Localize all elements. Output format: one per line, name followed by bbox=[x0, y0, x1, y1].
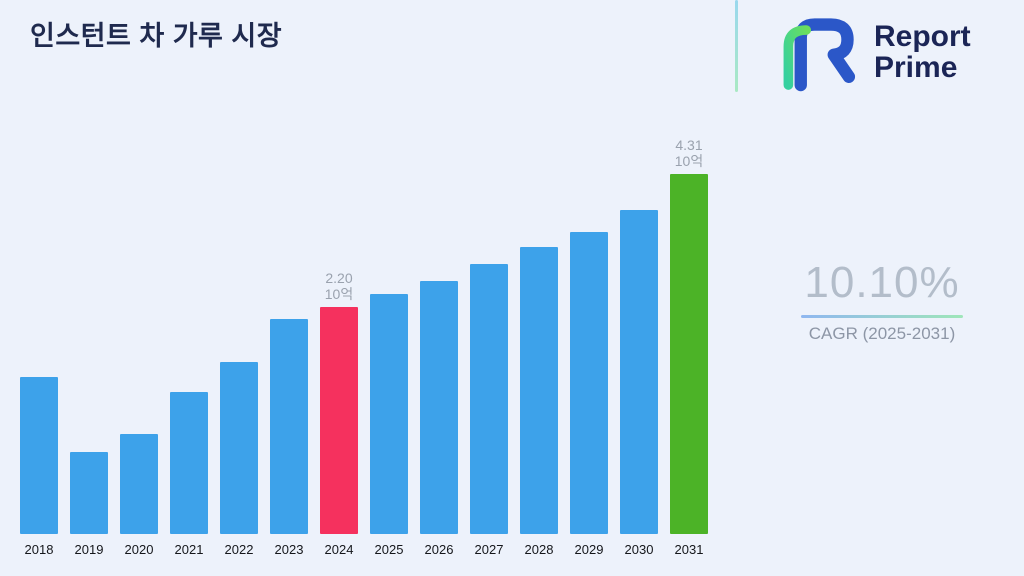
bar-2020 bbox=[120, 434, 158, 534]
bar-column-2028: 2028 bbox=[520, 247, 558, 558]
bar-2028 bbox=[520, 247, 558, 534]
x-tick-2018: 2018 bbox=[24, 542, 54, 557]
bar-column-2021: 2021 bbox=[170, 392, 208, 558]
cagr-label: CAGR (2025-2031) bbox=[808, 324, 956, 343]
bar-column-2022: 2022 bbox=[220, 362, 258, 558]
logo-text-line2: Prime bbox=[874, 51, 958, 84]
bar-column-2025: 2025 bbox=[370, 294, 408, 558]
bar-2019 bbox=[70, 452, 108, 534]
report-prime-logo: Report Prime bbox=[776, 8, 971, 96]
x-tick-2029: 2029 bbox=[574, 542, 604, 557]
logo-text-line1: Report bbox=[874, 20, 971, 53]
market-size-bar-chart: 2018 2019 2020 2021 2022 2023 2.20 10억 2024 2025 2… bbox=[20, 137, 708, 558]
bar-value-label-2031: 4.31 10억 bbox=[674, 137, 704, 169]
report-prime-logo-text: Report Prime bbox=[874, 21, 971, 83]
x-tick-2027: 2027 bbox=[474, 542, 504, 557]
bar-2018 bbox=[20, 377, 58, 534]
cagr-panel: 10.10% CAGR (2025-2031) bbox=[772, 258, 992, 344]
x-tick-2025: 2025 bbox=[374, 542, 404, 557]
bar-2031 bbox=[670, 174, 708, 534]
bar-2027 bbox=[470, 264, 508, 534]
bar-column-2020: 2020 bbox=[120, 434, 158, 558]
bar-column-2029: 2029 bbox=[570, 232, 608, 558]
bar-column-2019: 2019 bbox=[70, 452, 108, 558]
bar-column-2018: 2018 bbox=[20, 377, 58, 558]
bar-column-2024: 2.20 10억 2024 bbox=[320, 270, 358, 558]
x-tick-2024: 2024 bbox=[324, 542, 354, 557]
x-tick-2028: 2028 bbox=[524, 542, 554, 557]
report-prime-logo-icon bbox=[783, 18, 856, 92]
bar-2023 bbox=[270, 319, 308, 534]
x-tick-2021: 2021 bbox=[174, 542, 204, 557]
bar-column-2031: 4.31 10억 2031 bbox=[670, 137, 708, 558]
x-tick-2020: 2020 bbox=[124, 542, 154, 557]
bar-2021 bbox=[170, 392, 208, 534]
x-tick-2022: 2022 bbox=[224, 542, 254, 557]
cagr-underline bbox=[801, 315, 963, 318]
bar-column-2023: 2023 bbox=[270, 319, 308, 558]
bar-column-2030: 2030 bbox=[620, 210, 658, 558]
bar-2022 bbox=[220, 362, 258, 534]
bar-2030 bbox=[620, 210, 658, 534]
header-divider-line bbox=[735, 0, 738, 92]
x-tick-2031: 2031 bbox=[674, 542, 704, 557]
bar-column-2026: 2026 bbox=[420, 281, 458, 558]
page-title: 인스턴트 차 가루 시장 bbox=[30, 21, 283, 51]
bar-column-2027: 2027 bbox=[470, 264, 508, 558]
x-tick-2023: 2023 bbox=[274, 542, 304, 557]
bar-2024 bbox=[320, 307, 358, 534]
bar-2026 bbox=[420, 281, 458, 534]
x-tick-2019: 2019 bbox=[74, 542, 104, 557]
bar-2029 bbox=[570, 232, 608, 534]
bar-value-label-2024: 2.20 10억 bbox=[324, 270, 354, 302]
cagr-value: 10.10% bbox=[804, 258, 960, 307]
x-tick-2030: 2030 bbox=[624, 542, 654, 557]
x-tick-2026: 2026 bbox=[424, 542, 454, 557]
bar-2025 bbox=[370, 294, 408, 534]
